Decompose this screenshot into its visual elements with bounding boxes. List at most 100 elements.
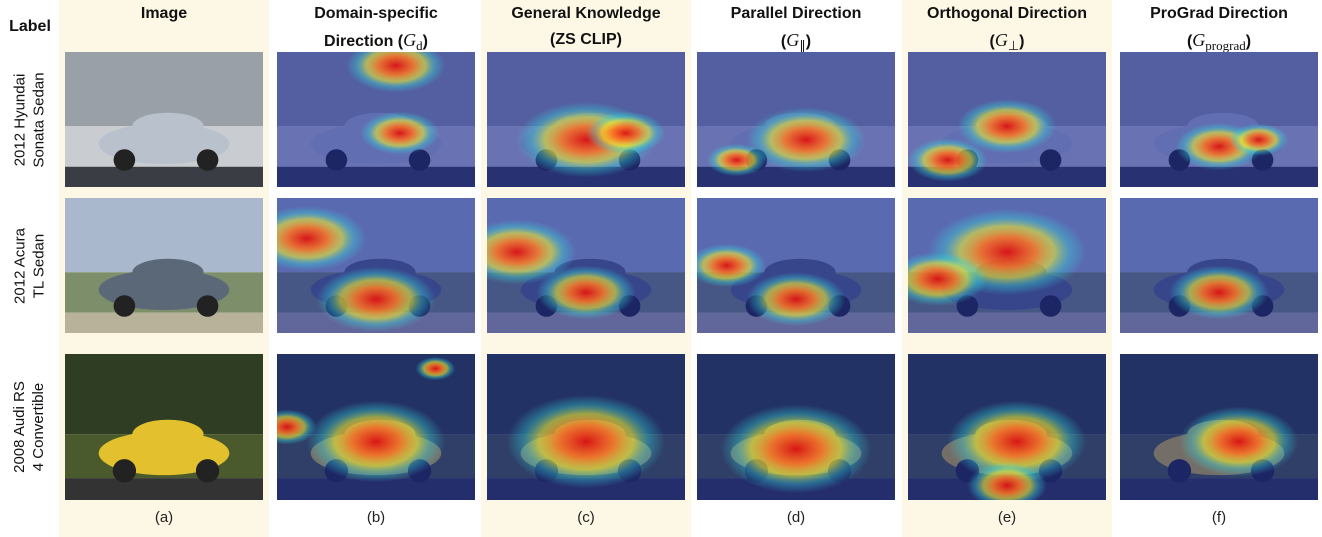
math-subscript: ⊥ bbox=[1007, 38, 1020, 53]
header-line: (G⊥) bbox=[898, 27, 1116, 59]
image-shape bbox=[720, 404, 872, 494]
image-shape bbox=[195, 459, 220, 483]
math-symbol: G bbox=[994, 30, 1008, 50]
photo bbox=[65, 198, 263, 333]
heatmap-image bbox=[697, 52, 895, 187]
heatmap-image bbox=[697, 198, 895, 333]
image-shape bbox=[360, 111, 440, 155]
header-text: Direction ( bbox=[324, 33, 404, 50]
image-shape bbox=[196, 149, 219, 171]
caption: (f) bbox=[1211, 509, 1227, 526]
row-label-line: Sonata Sedan bbox=[30, 71, 47, 168]
column-header: ProGrad Direction (Gprograd) bbox=[1110, 1, 1322, 59]
row-label: 2012 Acura TL Sedan bbox=[10, 198, 50, 333]
image-shape bbox=[746, 107, 866, 173]
math-symbol: G bbox=[403, 30, 417, 50]
header-line: General Knowledge bbox=[511, 5, 661, 22]
header-line: ProGrad Direction bbox=[1150, 5, 1288, 22]
image-shape bbox=[65, 312, 263, 333]
photo bbox=[65, 52, 263, 187]
column-header: Image bbox=[55, 1, 273, 27]
header-text: (ZS CLIP) bbox=[550, 31, 622, 48]
image-shape bbox=[506, 394, 666, 489]
row-label: 2012 Hyundai Sonata Sedan bbox=[10, 52, 50, 187]
header-text: ( bbox=[989, 33, 995, 50]
column-header: Domain-specific Direction (Gd) bbox=[267, 1, 485, 59]
header-text: ) bbox=[1245, 33, 1252, 50]
header-line: Image bbox=[140, 5, 188, 22]
image-shape bbox=[706, 143, 767, 177]
image-shape bbox=[908, 138, 988, 182]
caption: (e) bbox=[997, 509, 1017, 526]
caption: (d) bbox=[786, 509, 806, 526]
heatmap-image bbox=[1120, 52, 1318, 187]
image-shape bbox=[1228, 123, 1289, 156]
math-subscript: prograd bbox=[1205, 38, 1246, 53]
row-label-line: 2012 Acura bbox=[11, 227, 28, 304]
header-text: ( bbox=[780, 33, 787, 50]
image-shape bbox=[908, 252, 988, 306]
row-label-line: TL Sedan bbox=[30, 233, 47, 298]
row-label-line: 4 Convertible bbox=[30, 382, 47, 472]
caption: (c) bbox=[577, 509, 595, 526]
image-shape bbox=[277, 409, 317, 445]
image-shape bbox=[132, 419, 204, 449]
header-line: (G∥) bbox=[687, 27, 905, 59]
heatmap-image bbox=[908, 198, 1106, 333]
heatmap-image bbox=[908, 354, 1106, 500]
header-line: Parallel Direction bbox=[730, 5, 862, 22]
photo bbox=[65, 354, 263, 500]
image-shape bbox=[277, 206, 367, 271]
header-text: ) bbox=[805, 33, 812, 50]
image-shape bbox=[306, 400, 446, 483]
header-line: (ZS CLIP) bbox=[477, 27, 695, 53]
heatmap-image bbox=[697, 354, 895, 500]
image-shape bbox=[65, 478, 263, 500]
image-shape bbox=[536, 265, 636, 320]
column-header: Orthogonal Direction (G⊥) bbox=[898, 1, 1116, 59]
image-shape bbox=[415, 356, 456, 381]
header-text: ) bbox=[422, 33, 428, 50]
heatmap-image bbox=[1120, 354, 1318, 500]
math-subscript: d bbox=[416, 38, 423, 53]
caption: (a) bbox=[154, 509, 174, 526]
math-subscript: ∥ bbox=[799, 38, 806, 53]
image-shape bbox=[487, 219, 577, 285]
image-shape bbox=[112, 459, 137, 483]
image-shape bbox=[113, 149, 136, 171]
heatmap-image bbox=[277, 354, 475, 500]
math-symbol: G bbox=[1192, 30, 1206, 50]
header-text: ( bbox=[1186, 33, 1193, 50]
math-symbol: G bbox=[786, 30, 800, 50]
header-text: ) bbox=[1019, 33, 1025, 50]
header-line: (Gprograd) bbox=[1110, 27, 1322, 59]
heatmap-image bbox=[487, 354, 685, 500]
image-shape bbox=[132, 258, 204, 286]
image-shape bbox=[113, 295, 136, 317]
heatmap-image bbox=[277, 52, 475, 187]
caption: (b) bbox=[366, 509, 386, 526]
heatmap-image bbox=[277, 198, 475, 333]
image-shape bbox=[132, 112, 204, 140]
image-shape bbox=[967, 462, 1047, 500]
header-line: Orthogonal Direction bbox=[927, 5, 1087, 22]
image-shape bbox=[1179, 406, 1299, 477]
row-label-line: 2008 Audi RS bbox=[11, 381, 28, 473]
image-shape bbox=[947, 400, 1087, 483]
heatmap-image bbox=[1120, 198, 1318, 333]
heatmap-image bbox=[908, 52, 1106, 187]
image-shape bbox=[316, 266, 436, 332]
image-shape bbox=[746, 272, 846, 327]
image-shape bbox=[346, 52, 446, 93]
image-shape bbox=[65, 166, 263, 187]
heatmap-image bbox=[487, 52, 685, 187]
header-line: Direction (Gd) bbox=[267, 27, 485, 59]
image-shape bbox=[1169, 265, 1269, 320]
image-shape bbox=[196, 295, 219, 317]
row-label: 2008 Audi RS 4 Convertible bbox=[10, 354, 50, 500]
column-header: General Knowledge (ZS CLIP) bbox=[477, 1, 695, 53]
label-header: Label bbox=[9, 18, 51, 35]
image-shape bbox=[957, 99, 1057, 154]
image-shape bbox=[586, 111, 666, 155]
